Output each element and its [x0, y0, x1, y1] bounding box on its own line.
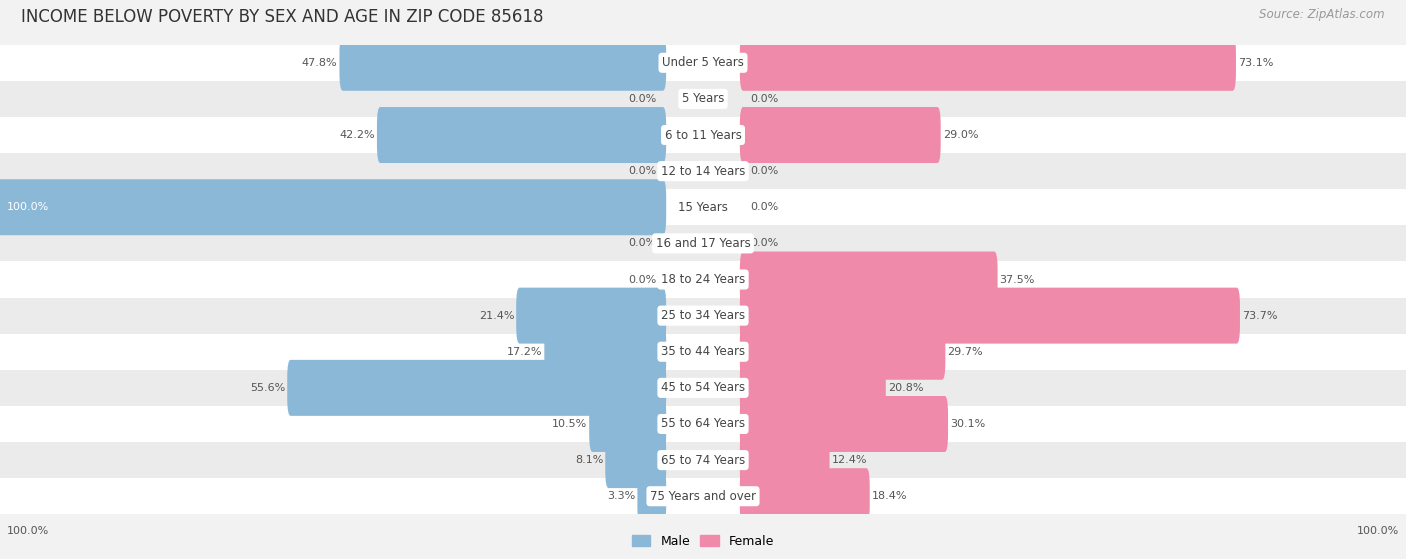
Text: 10.5%: 10.5% [553, 419, 588, 429]
Text: 12.4%: 12.4% [831, 455, 868, 465]
Text: 0.0%: 0.0% [749, 202, 778, 212]
FancyBboxPatch shape [740, 396, 948, 452]
Text: 30.1%: 30.1% [950, 419, 986, 429]
Text: 0.0%: 0.0% [749, 166, 778, 176]
Text: 0.0%: 0.0% [628, 94, 657, 104]
Text: 100.0%: 100.0% [7, 202, 49, 212]
FancyBboxPatch shape [637, 468, 666, 524]
Text: 55.6%: 55.6% [250, 383, 285, 393]
Text: 45 to 54 Years: 45 to 54 Years [661, 381, 745, 394]
Text: 16 and 17 Years: 16 and 17 Years [655, 237, 751, 250]
Text: 12 to 14 Years: 12 to 14 Years [661, 165, 745, 178]
Bar [0, 406, 1406, 442]
FancyBboxPatch shape [740, 360, 886, 416]
Text: Under 5 Years: Under 5 Years [662, 56, 744, 69]
Text: 18 to 24 Years: 18 to 24 Years [661, 273, 745, 286]
Bar [0, 153, 1406, 189]
Text: 8.1%: 8.1% [575, 455, 603, 465]
Text: 0.0%: 0.0% [628, 238, 657, 248]
FancyBboxPatch shape [740, 288, 1240, 344]
Text: INCOME BELOW POVERTY BY SEX AND AGE IN ZIP CODE 85618: INCOME BELOW POVERTY BY SEX AND AGE IN Z… [21, 8, 544, 26]
Text: 100.0%: 100.0% [7, 526, 49, 536]
Bar [0, 45, 1406, 81]
Text: 100.0%: 100.0% [1357, 526, 1399, 536]
Bar [0, 81, 1406, 117]
FancyBboxPatch shape [740, 107, 941, 163]
Text: 75 Years and over: 75 Years and over [650, 490, 756, 503]
Text: 6 to 11 Years: 6 to 11 Years [665, 129, 741, 141]
Text: 0.0%: 0.0% [628, 166, 657, 176]
FancyBboxPatch shape [589, 396, 666, 452]
Legend: Male, Female: Male, Female [627, 530, 779, 553]
Bar [0, 442, 1406, 478]
FancyBboxPatch shape [287, 360, 666, 416]
Text: 35 to 44 Years: 35 to 44 Years [661, 345, 745, 358]
Bar [0, 117, 1406, 153]
FancyBboxPatch shape [0, 179, 666, 235]
FancyBboxPatch shape [377, 107, 666, 163]
Text: 37.5%: 37.5% [1000, 274, 1035, 285]
Text: 29.7%: 29.7% [948, 347, 983, 357]
Text: 21.4%: 21.4% [478, 311, 515, 321]
FancyBboxPatch shape [740, 35, 1236, 91]
Text: 73.1%: 73.1% [1237, 58, 1274, 68]
Text: 20.8%: 20.8% [887, 383, 924, 393]
Text: 17.2%: 17.2% [506, 347, 543, 357]
Text: 0.0%: 0.0% [628, 274, 657, 285]
FancyBboxPatch shape [740, 252, 998, 307]
Bar [0, 297, 1406, 334]
Bar [0, 262, 1406, 297]
Text: 55 to 64 Years: 55 to 64 Years [661, 418, 745, 430]
Text: 47.8%: 47.8% [302, 58, 337, 68]
Text: 18.4%: 18.4% [872, 491, 907, 501]
Text: 42.2%: 42.2% [339, 130, 375, 140]
FancyBboxPatch shape [516, 288, 666, 344]
Text: Source: ZipAtlas.com: Source: ZipAtlas.com [1260, 8, 1385, 21]
FancyBboxPatch shape [740, 432, 830, 488]
Text: 0.0%: 0.0% [749, 94, 778, 104]
Text: 15 Years: 15 Years [678, 201, 728, 214]
FancyBboxPatch shape [740, 324, 945, 380]
FancyBboxPatch shape [740, 468, 870, 524]
Bar [0, 334, 1406, 370]
Bar [0, 370, 1406, 406]
Text: 0.0%: 0.0% [749, 238, 778, 248]
Bar [0, 189, 1406, 225]
Text: 3.3%: 3.3% [607, 491, 636, 501]
Text: 65 to 74 Years: 65 to 74 Years [661, 453, 745, 467]
Bar [0, 478, 1406, 514]
Text: 5 Years: 5 Years [682, 92, 724, 106]
FancyBboxPatch shape [339, 35, 666, 91]
FancyBboxPatch shape [605, 432, 666, 488]
Text: 29.0%: 29.0% [942, 130, 979, 140]
Bar [0, 225, 1406, 262]
Text: 73.7%: 73.7% [1241, 311, 1278, 321]
Text: 25 to 34 Years: 25 to 34 Years [661, 309, 745, 322]
FancyBboxPatch shape [544, 324, 666, 380]
